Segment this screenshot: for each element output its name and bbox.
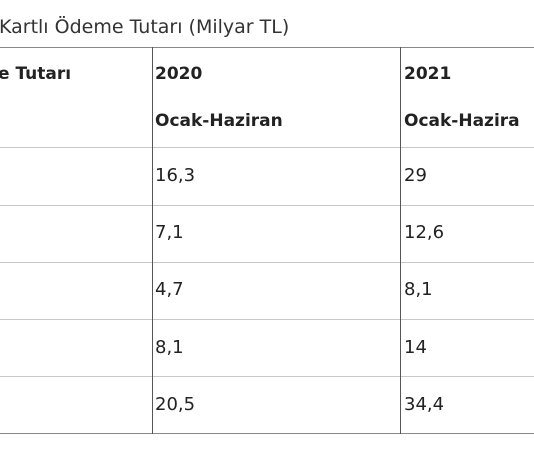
table-cell: 29 [404,165,427,186]
table-title: Kartlı Ödeme Tutarı (Milyar TL) [0,16,290,38]
row-border [0,319,534,320]
column-border [400,47,401,434]
table-cell: 14 [404,336,427,358]
column-border [152,47,153,434]
header-cell: e Tutarı [0,64,72,84]
table-border [0,47,534,48]
row-border [0,376,534,377]
header-cell: 2020 [155,64,203,84]
table-cell: 8,1 [404,279,433,301]
table-border [0,433,534,434]
table-cell: 4,7 [155,279,184,301]
table-cell: 7,1 [155,222,184,244]
table-cell: 16,3 [155,165,196,186]
row-border [0,147,534,148]
row-border [0,262,534,263]
table-cell: 12,6 [404,222,445,244]
table-cell: 34,4 [404,393,445,415]
header-cell: Ocak-Hazira [404,111,520,131]
header-cell: Ocak-Haziran [155,111,283,131]
header-cell: 2021 [404,64,452,84]
table-cell: 20,5 [155,393,196,415]
row-border [0,205,534,206]
table-cell: 8,1 [155,336,184,358]
